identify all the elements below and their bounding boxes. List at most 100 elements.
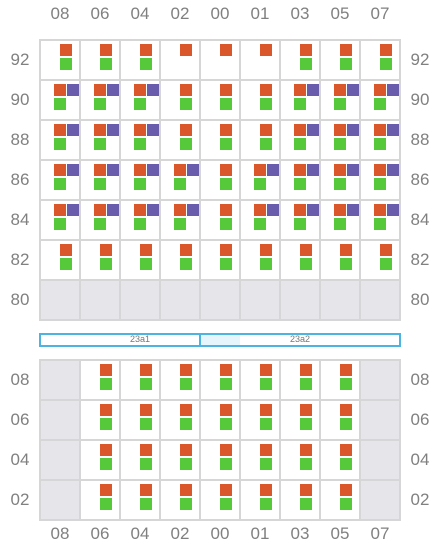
top-block-row-label-right: 80 — [410, 290, 430, 309]
orange-unit-icon — [134, 84, 146, 96]
green-unit-icon — [300, 498, 312, 510]
orange-unit-icon — [334, 164, 346, 176]
green-unit-icon — [140, 58, 152, 70]
top-block-row-label-left: 90 — [10, 90, 30, 109]
bottom-block-row-label-left: 04 — [10, 450, 30, 469]
bottom-block-row-label-left: 02 — [10, 490, 30, 509]
column-label-bottom: 05 — [330, 524, 350, 543]
empty-slot — [41, 361, 79, 399]
green-unit-icon — [334, 178, 346, 190]
green-unit-icon — [100, 498, 112, 510]
top-block-row-label-right: 92 — [410, 50, 430, 69]
purple-unit-icon — [107, 124, 119, 136]
bottom-block-row-label-left: 06 — [10, 410, 30, 429]
orange-unit-icon — [54, 124, 66, 136]
green-unit-icon — [94, 138, 106, 150]
green-unit-icon — [174, 218, 186, 230]
green-unit-icon — [220, 258, 232, 270]
orange-unit-icon — [220, 244, 232, 256]
empty-slot — [361, 401, 399, 439]
empty-slot — [41, 281, 79, 319]
orange-unit-icon — [100, 404, 112, 416]
bottom-block-row-label-right: 06 — [410, 410, 430, 429]
column-label-top: 03 — [290, 4, 310, 23]
purple-unit-icon — [347, 204, 359, 216]
purple-unit-icon — [387, 124, 399, 136]
orange-unit-icon — [180, 404, 192, 416]
column-label-bottom: 06 — [90, 524, 110, 543]
green-unit-icon — [374, 98, 386, 110]
purple-unit-icon — [387, 164, 399, 176]
green-unit-icon — [374, 138, 386, 150]
orange-unit-icon — [260, 84, 272, 96]
green-unit-icon — [94, 218, 106, 230]
purple-unit-icon — [107, 164, 119, 176]
orange-unit-icon — [220, 364, 232, 376]
bottom-block-row-label-left: 08 — [10, 370, 30, 389]
empty-slot — [161, 281, 199, 319]
orange-unit-icon — [180, 444, 192, 456]
orange-unit-icon — [300, 364, 312, 376]
column-label-top: 04 — [130, 4, 150, 23]
purple-unit-icon — [107, 84, 119, 96]
green-unit-icon — [340, 458, 352, 470]
orange-unit-icon — [94, 124, 106, 136]
orange-unit-icon — [180, 84, 192, 96]
green-unit-icon — [100, 458, 112, 470]
orange-unit-icon — [100, 44, 112, 56]
orange-unit-icon — [100, 484, 112, 496]
green-unit-icon — [254, 218, 266, 230]
purple-unit-icon — [147, 124, 159, 136]
orange-unit-icon — [340, 44, 352, 56]
green-unit-icon — [340, 418, 352, 430]
purple-unit-icon — [387, 84, 399, 96]
green-unit-icon — [180, 498, 192, 510]
green-unit-icon — [100, 418, 112, 430]
orange-unit-icon — [340, 404, 352, 416]
green-unit-icon — [300, 378, 312, 390]
orange-unit-icon — [260, 404, 272, 416]
green-unit-icon — [60, 58, 72, 70]
orange-unit-icon — [180, 44, 192, 56]
orange-unit-icon — [294, 204, 306, 216]
green-unit-icon — [54, 98, 66, 110]
green-unit-icon — [220, 218, 232, 230]
purple-unit-icon — [187, 204, 199, 216]
bottom-block-row-label-right: 02 — [410, 490, 430, 509]
orange-unit-icon — [334, 84, 346, 96]
orange-unit-icon — [174, 204, 186, 216]
empty-slot — [241, 281, 279, 319]
orange-unit-icon — [220, 124, 232, 136]
purple-unit-icon — [267, 164, 279, 176]
purple-unit-icon — [67, 164, 79, 176]
orange-unit-icon — [140, 444, 152, 456]
orange-unit-icon — [54, 84, 66, 96]
purple-unit-icon — [307, 84, 319, 96]
orange-unit-icon — [54, 164, 66, 176]
orange-unit-icon — [220, 44, 232, 56]
column-label-top: 07 — [370, 4, 390, 23]
green-unit-icon — [380, 258, 392, 270]
green-unit-icon — [180, 258, 192, 270]
green-unit-icon — [180, 98, 192, 110]
bottom-block-row-label-right: 04 — [410, 450, 430, 469]
orange-unit-icon — [374, 124, 386, 136]
orange-unit-icon — [220, 484, 232, 496]
orange-unit-icon — [140, 44, 152, 56]
green-unit-icon — [140, 458, 152, 470]
top-block-row-label-right: 90 — [410, 90, 430, 109]
green-unit-icon — [294, 178, 306, 190]
purple-unit-icon — [307, 164, 319, 176]
green-unit-icon — [54, 218, 66, 230]
empty-slot — [41, 441, 79, 479]
top-block-row-label-right: 88 — [410, 130, 430, 149]
column-label-bottom: 02 — [170, 524, 190, 543]
orange-unit-icon — [180, 364, 192, 376]
column-label-top: 08 — [50, 4, 70, 23]
purple-unit-icon — [387, 204, 399, 216]
orange-unit-icon — [220, 404, 232, 416]
green-unit-icon — [260, 258, 272, 270]
orange-unit-icon — [374, 204, 386, 216]
green-unit-icon — [374, 218, 386, 230]
green-unit-icon — [220, 138, 232, 150]
